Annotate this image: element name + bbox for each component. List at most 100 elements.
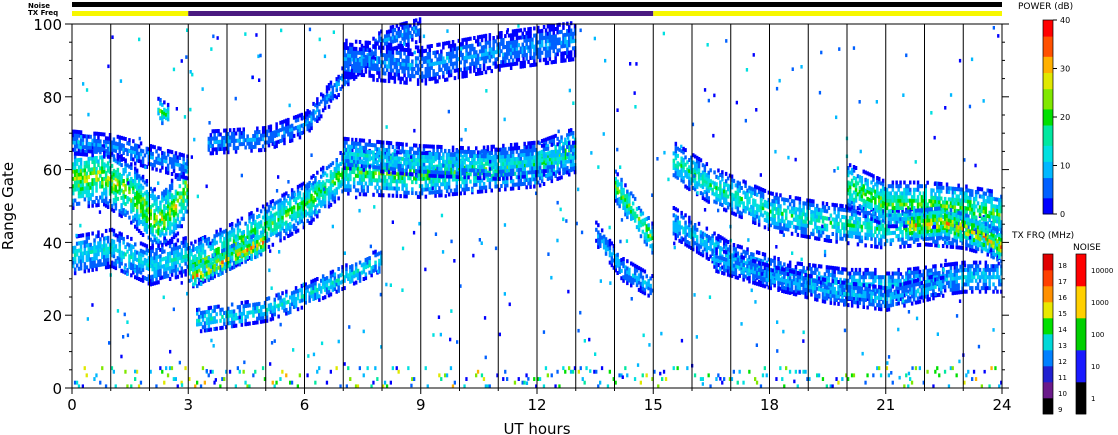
data-cell	[420, 187, 424, 192]
data-cell	[130, 166, 133, 170]
data-cell	[236, 248, 240, 253]
data-cell	[190, 267, 193, 271]
data-cell	[385, 57, 389, 62]
data-cell	[120, 250, 123, 255]
data-cell	[302, 294, 306, 299]
data-cell	[190, 259, 193, 264]
data-cell	[227, 317, 230, 322]
data-cell	[83, 171, 87, 176]
data-cell	[387, 53, 391, 58]
data-cell	[149, 208, 152, 213]
data-cell	[273, 297, 276, 302]
data-cell	[345, 71, 348, 76]
data-cell	[411, 52, 414, 57]
data-cell	[261, 204, 265, 209]
data-cell	[351, 271, 354, 276]
data-cell	[566, 166, 569, 170]
data-cell	[370, 156, 373, 161]
data-cell	[236, 236, 240, 241]
data-cell	[385, 53, 389, 58]
data-cell	[261, 247, 265, 252]
data-cell	[89, 156, 92, 161]
data-cell	[314, 197, 317, 202]
data-cell	[149, 226, 152, 231]
data-cell	[85, 149, 89, 153]
data-cell	[473, 179, 476, 184]
data-cell	[455, 61, 459, 66]
data-cell	[444, 185, 447, 190]
data-cell	[294, 215, 298, 220]
data-cell	[347, 46, 350, 51]
data-cell	[382, 60, 385, 65]
data-cell	[279, 220, 282, 225]
data-cell	[120, 203, 123, 208]
data-cell	[139, 256, 143, 261]
data-cell	[112, 261, 116, 266]
data-cell	[531, 37, 534, 42]
data-cell	[261, 315, 265, 320]
data-cell	[211, 267, 214, 272]
data-cell	[81, 190, 85, 195]
data-cell	[137, 188, 141, 193]
data-cell	[380, 189, 383, 194]
data-cell	[149, 246, 152, 250]
data-cell	[568, 43, 571, 48]
data-cell	[271, 305, 275, 310]
data-cell	[333, 174, 337, 179]
data-cell	[370, 181, 373, 186]
data-cell	[244, 221, 247, 226]
data-cell	[143, 180, 147, 185]
data-cell	[120, 157, 123, 162]
data-cell	[341, 265, 344, 270]
data-cell	[196, 273, 199, 278]
data-cell	[93, 163, 96, 168]
data-cell	[492, 144, 495, 149]
data-cell	[114, 184, 118, 189]
data-cell	[366, 185, 369, 190]
data-cell	[509, 186, 513, 191]
data-cell	[176, 245, 180, 250]
data-cell	[296, 114, 300, 119]
data-cell	[197, 307, 201, 312]
data-cell	[72, 166, 75, 170]
data-cell	[246, 251, 249, 256]
data-cell	[85, 182, 89, 187]
data-cell	[387, 36, 391, 41]
data-cell	[182, 157, 185, 161]
data-cell	[478, 189, 482, 194]
data-cell	[343, 45, 346, 50]
data-cell	[364, 167, 368, 171]
data-cell	[135, 158, 139, 163]
data-cell	[316, 185, 319, 190]
data-cell	[87, 243, 90, 248]
data-cell	[97, 248, 100, 253]
data-cell	[316, 188, 319, 193]
data-cell	[194, 261, 197, 266]
data-cell	[259, 248, 263, 253]
data-cell	[120, 236, 123, 240]
data-cell	[360, 62, 364, 66]
data-cell	[190, 248, 193, 253]
data-cell	[219, 132, 222, 137]
data-cell	[219, 253, 222, 258]
data-cell	[376, 56, 379, 61]
data-cell	[234, 260, 238, 265]
data-cell	[258, 309, 261, 314]
data-cell	[296, 210, 300, 215]
data-cell	[275, 200, 278, 205]
data-cell	[215, 150, 218, 155]
data-cell	[151, 263, 154, 268]
data-cell	[182, 171, 185, 176]
data-cell	[256, 309, 259, 314]
data-cell	[376, 161, 379, 166]
data-cell	[345, 38, 348, 43]
data-cell	[537, 173, 540, 178]
data-cell	[368, 48, 371, 53]
data-cell	[492, 170, 495, 175]
data-cell	[269, 124, 273, 129]
data-cell	[391, 35, 395, 40]
data-cell	[358, 61, 362, 66]
data-cell	[85, 134, 89, 139]
data-cell	[114, 247, 118, 252]
data-cell	[287, 201, 290, 206]
